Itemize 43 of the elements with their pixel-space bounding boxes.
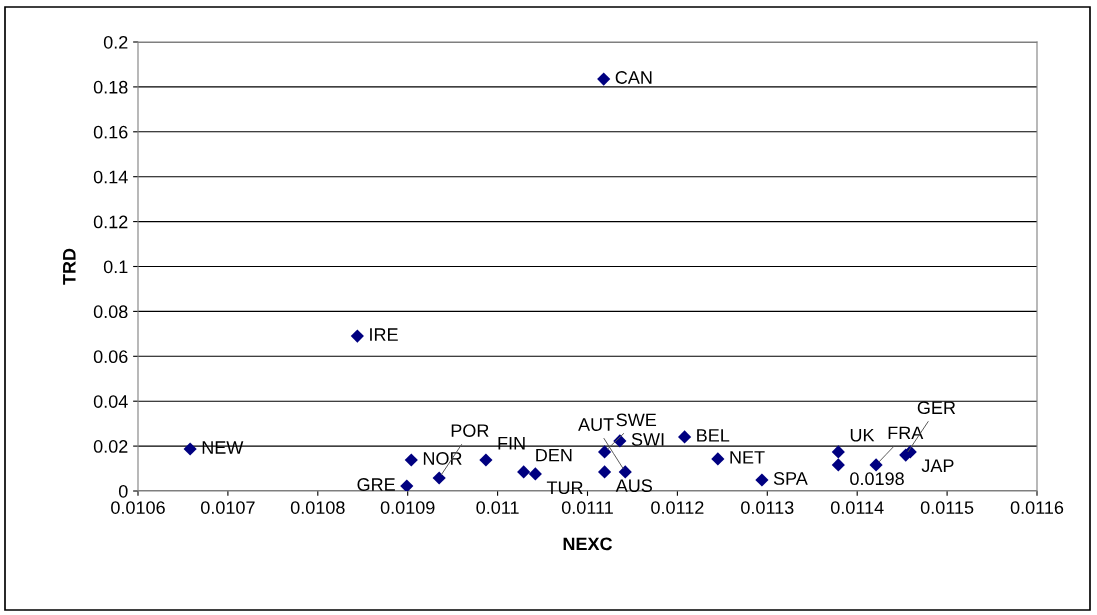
y-tick-label: 0.2 bbox=[103, 35, 128, 49]
x-tick-label: 0.0113 bbox=[741, 501, 794, 514]
annotation: AUT bbox=[578, 418, 614, 431]
y-tick-label: 0.02 bbox=[93, 440, 128, 453]
x-tick-label: 0.011 bbox=[476, 501, 519, 514]
y-tick-label: 0.08 bbox=[93, 305, 128, 319]
x-tick-label: 0.0108 bbox=[290, 501, 345, 514]
y-tick-label: 0.16 bbox=[93, 125, 128, 139]
y-tick-label: 0.12 bbox=[93, 215, 128, 229]
x-tick-label: 0.0109 bbox=[380, 501, 435, 514]
annotation: GER bbox=[917, 401, 956, 415]
x-tick-label: 0.0115 bbox=[920, 501, 974, 514]
annotation: TUR bbox=[546, 481, 583, 495]
x-tick-label: 0.0111 bbox=[561, 501, 613, 514]
x-tick-label: 0.0114 bbox=[830, 501, 884, 514]
annotation: BEL bbox=[697, 429, 730, 442]
annotation: AUS bbox=[615, 479, 652, 493]
y-tick-label: 0.04 bbox=[93, 395, 128, 408]
y-tick-label: 0 bbox=[118, 484, 128, 498]
annotation: UK bbox=[850, 428, 875, 442]
x-tick-label: 0.0106 bbox=[111, 501, 165, 514]
x-tick-label: 0.0107 bbox=[201, 501, 255, 514]
x-tick-label: 0.0112 bbox=[651, 501, 704, 514]
x-axis-title: NEXC bbox=[563, 537, 613, 551]
annotation: SWE bbox=[616, 413, 657, 427]
annotation: NET bbox=[730, 451, 765, 464]
annotation: NOR bbox=[423, 452, 462, 465]
annotation: GRE bbox=[357, 478, 395, 491]
annotation: DEN bbox=[536, 448, 572, 462]
y-tick-label: 0.06 bbox=[93, 350, 128, 364]
y-axis-title: TRD bbox=[63, 248, 76, 285]
y-tick-label: 0.14 bbox=[93, 170, 128, 184]
annotation: JAP bbox=[921, 459, 954, 473]
annotation: SPA bbox=[773, 472, 808, 485]
annotation: FRA bbox=[888, 426, 924, 440]
annotation: POR bbox=[451, 424, 489, 437]
annotation: 0.0198 bbox=[850, 472, 904, 486]
x-tick-label: 0.0116 bbox=[1010, 501, 1064, 514]
annotation: CAN bbox=[615, 71, 652, 84]
annotation: SWI bbox=[631, 433, 664, 446]
y-tick-label: 0.1 bbox=[103, 260, 128, 274]
annotation: IRE bbox=[370, 328, 398, 341]
y-tick-label: 0.18 bbox=[93, 80, 128, 94]
